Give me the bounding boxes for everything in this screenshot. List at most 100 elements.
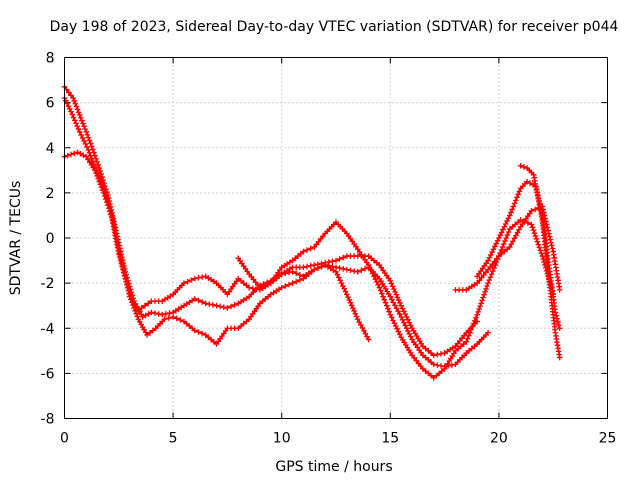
data-point-marker [485,329,491,336]
data-point-marker [188,277,194,283]
data-point-marker [485,280,491,286]
data-point-marker [71,150,78,157]
data-point-marker [334,271,341,278]
data-point-marker [155,311,162,317]
series-track-7 [517,163,563,361]
y-tick-label: -2 [41,276,55,292]
data-point-marker [486,254,493,261]
data-point-marker [395,308,401,314]
data-point-marker [217,303,223,310]
data-point-marker [362,330,369,337]
data-point-marker [304,247,310,253]
data-point-marker [307,263,314,269]
data-point-marker [64,100,70,107]
data-point-marker [117,252,124,258]
data-point-marker [108,211,114,218]
data-point-marker [407,322,414,329]
data-point-marker [231,302,238,308]
data-point-marker [105,202,111,209]
data-point-marker [94,159,100,165]
data-point-marker [399,316,406,323]
data-point-marker [385,305,391,312]
data-point-marker [352,310,359,317]
data-point-marker [398,314,404,320]
data-point-marker [548,242,555,249]
series-track-1 [61,95,480,359]
data-point-marker [133,310,139,317]
data-point-marker [499,244,506,250]
data-point-marker [199,299,205,305]
data-point-marker [380,293,386,300]
data-point-marker [71,98,78,104]
data-point-marker [278,271,285,277]
data-point-marker [69,111,76,118]
data-point-marker [347,267,354,274]
y-tick-label: 6 [46,96,55,112]
data-point-marker [148,309,155,316]
data-point-marker [311,266,318,273]
data-point-marker [107,208,113,215]
data-point-marker [91,149,97,156]
data-point-marker [114,236,120,243]
data-point-marker [389,296,395,303]
data-point-marker [94,173,100,179]
data-point-marker [531,230,538,236]
data-series [61,84,563,381]
y-axis-label: SDTVAR / TECUs [8,181,24,296]
data-point-marker [297,272,303,278]
data-point-marker [329,258,336,265]
series-trace [64,151,370,345]
data-point-marker [77,150,84,157]
data-point-marker [145,300,151,307]
y-tick-label: -8 [41,412,55,428]
data-point-marker [84,131,91,138]
series-track-4 [235,217,556,381]
data-point-marker [224,305,231,311]
data-point-marker [487,274,494,280]
data-point-marker [195,329,202,335]
data-point-marker [434,362,441,368]
data-point-marker [115,243,122,249]
data-point-marker [88,143,95,150]
data-point-marker [482,288,488,295]
data-point-marker [131,305,137,311]
data-point-marker [469,323,476,330]
data-point-marker [78,132,84,138]
x-tick-label: 25 [599,431,617,447]
data-point-marker [89,146,96,153]
data-point-marker [389,283,396,290]
data-point-marker [297,277,303,283]
data-point-marker [430,352,437,359]
series-trace [63,97,478,357]
data-point-marker [473,314,479,321]
x-tick-label: 10 [273,431,291,447]
data-point-marker [86,137,93,144]
data-point-marker [471,317,478,324]
data-point-marker [260,283,267,289]
data-point-marker [342,288,349,295]
data-point-marker [138,305,145,311]
data-point-marker [105,192,111,198]
data-point-marker [96,165,103,171]
data-point-marker [124,285,131,291]
data-point-marker [394,294,401,301]
data-point-marker [97,168,104,174]
data-point-marker [307,245,314,252]
data-point-marker [118,255,124,262]
data-point-marker [508,209,514,216]
data-point-marker [401,308,407,315]
data-point-marker [75,126,82,132]
data-point-marker [438,351,444,357]
data-point-marker [181,280,187,286]
data-point-marker [202,300,209,307]
data-point-marker [399,305,406,312]
data-point-marker [127,296,134,303]
data-point-marker [483,286,489,292]
data-point-marker [132,307,138,314]
data-point-marker [104,189,110,195]
data-point-marker [170,314,176,320]
data-point-marker [525,220,531,226]
series-track-6 [474,178,563,332]
data-point-marker [129,299,135,306]
data-point-marker [354,316,361,323]
